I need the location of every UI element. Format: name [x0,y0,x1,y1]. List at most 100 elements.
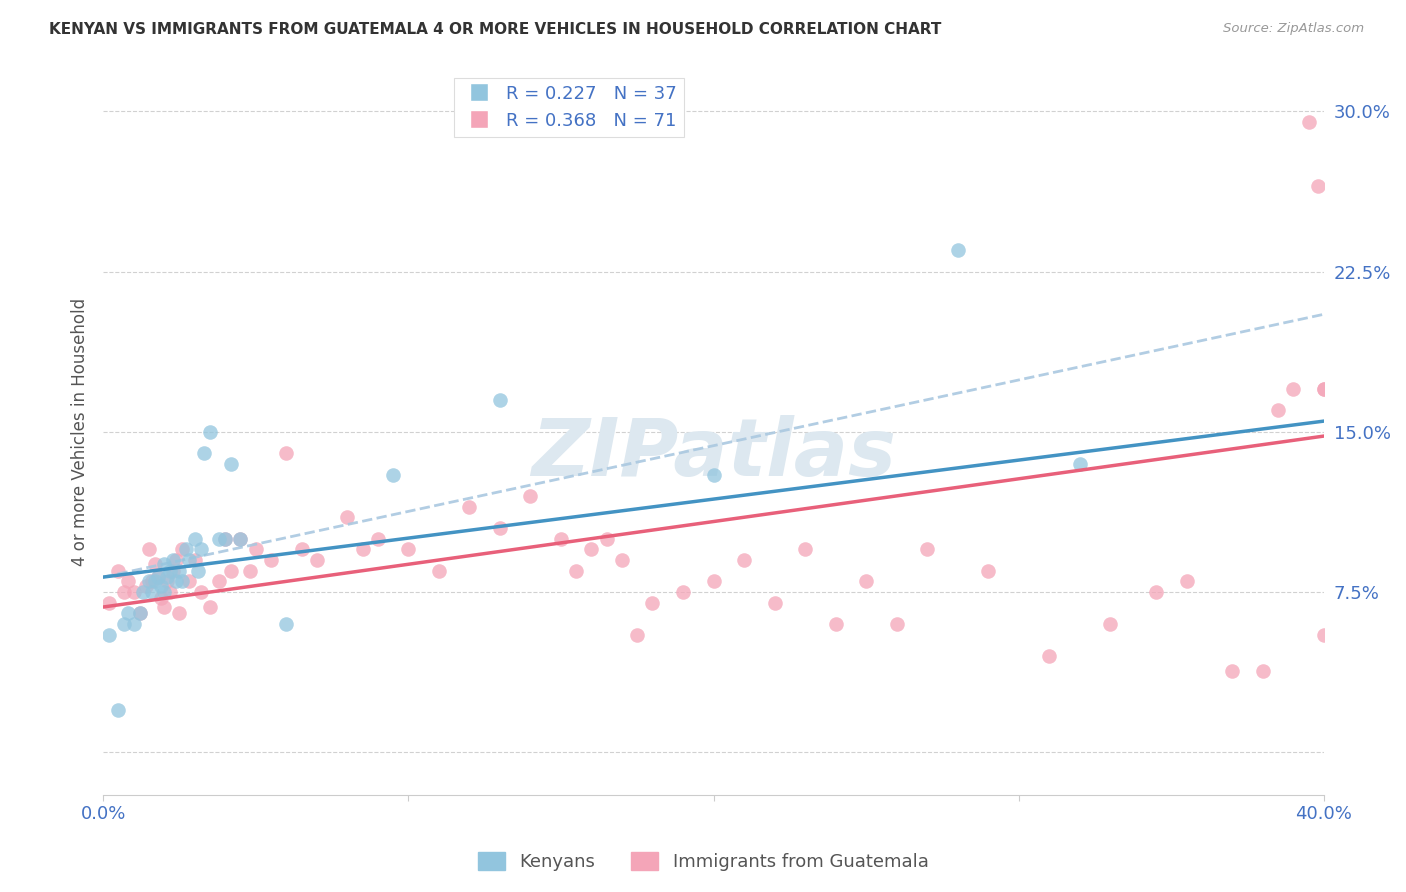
Point [336,510,359,524]
Point [150,591,173,606]
Point [165,553,187,567]
Legend: Kenyans, Immigrants from Guatemala: Kenyans, Immigrants from Guatemala [471,845,935,879]
Point [128,607,150,621]
Point [172,574,194,589]
Point [886,617,908,632]
Point [946,243,969,257]
Point [260,553,283,567]
Point [190,585,212,599]
Point [156,570,179,584]
Point [190,542,212,557]
Point [1220,664,1243,678]
Point [156,574,179,589]
Point [1069,457,1091,471]
Point [169,607,191,621]
Point [229,532,252,546]
Point [143,558,166,572]
Point [183,553,205,567]
Point [165,574,187,589]
Point [146,570,169,584]
Point [117,574,139,589]
Point [177,553,200,567]
Point [305,553,328,567]
Point [162,564,184,578]
Point [150,579,173,593]
Point [122,617,145,632]
Point [132,585,155,599]
Point [1306,179,1329,194]
Point [198,600,221,615]
Point [1175,574,1198,589]
Point [114,617,136,632]
Point [565,564,588,578]
Point [221,564,243,578]
Text: ZIPatlas: ZIPatlas [531,415,896,492]
Point [107,564,129,578]
Point [239,564,262,578]
Point [915,542,938,557]
Point [141,574,163,589]
Point [763,596,786,610]
Point [626,628,648,642]
Point [107,703,129,717]
Point [208,574,231,589]
Point [98,628,121,642]
Point [122,585,145,599]
Point [367,532,389,546]
Point [1282,382,1305,396]
Point [641,596,664,610]
Point [1251,664,1274,678]
Legend: R = 0.227   N = 37, R = 0.368   N = 71: R = 0.227 N = 37, R = 0.368 N = 71 [454,78,685,137]
Point [183,532,205,546]
Point [177,574,200,589]
Point [193,446,215,460]
Point [208,532,231,546]
Point [159,585,181,599]
Point [187,564,209,578]
Point [221,457,243,471]
Point [169,564,191,578]
Point [114,585,136,599]
Point [162,553,184,567]
Point [276,617,298,632]
Point [135,579,157,593]
Point [153,585,176,599]
Point [427,564,450,578]
Point [702,467,724,482]
Point [174,542,197,557]
Text: KENYAN VS IMMIGRANTS FROM GUATEMALA 4 OR MORE VEHICLES IN HOUSEHOLD CORRELATION : KENYAN VS IMMIGRANTS FROM GUATEMALA 4 OR… [49,22,942,37]
Point [458,500,481,514]
Point [1313,382,1336,396]
Point [1099,617,1122,632]
Point [153,558,176,572]
Point [1313,628,1336,642]
Point [581,542,603,557]
Point [138,542,160,557]
Point [141,585,163,599]
Point [396,542,419,557]
Text: Source: ZipAtlas.com: Source: ZipAtlas.com [1223,22,1364,36]
Point [824,617,846,632]
Point [855,574,877,589]
Point [290,542,312,557]
Point [702,574,724,589]
Point [245,542,267,557]
Point [153,600,176,615]
Point [610,553,633,567]
Point [1144,585,1167,599]
Point [519,489,541,503]
Point [1038,649,1060,664]
Point [794,542,817,557]
Point [117,607,139,621]
Point [489,392,512,407]
Point [672,585,695,599]
Point [172,542,194,557]
Point [1313,382,1336,396]
Point [1267,403,1289,417]
Point [733,553,755,567]
Point [159,564,181,578]
Point [214,532,236,546]
Point [489,521,512,535]
Point [229,532,252,546]
Point [128,607,150,621]
